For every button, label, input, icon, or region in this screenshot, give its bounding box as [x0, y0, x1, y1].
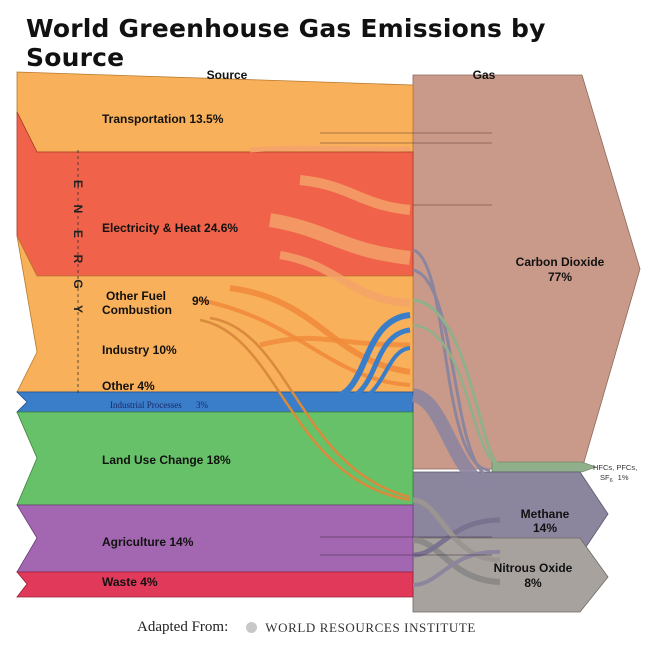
label-other: Other 4%: [102, 379, 155, 393]
label-hfcs-line1: HFCs, PFCs,: [593, 463, 637, 472]
adapted-from-text: Adapted From:: [137, 619, 229, 635]
energy-letter: Y: [71, 305, 85, 313]
label-nitrous-oxide-pct: 8%: [524, 576, 542, 590]
flow-line: [410, 388, 494, 497]
flow-line: [412, 537, 501, 585]
label-electricity: Electricity & Heat 24.6%: [102, 221, 238, 235]
wri-logo-icon: [246, 622, 258, 633]
label-other-fuel-pct: 9%: [192, 294, 210, 308]
gas-band-carbon-dioxide: [412, 74, 641, 470]
label-carbon-dioxide-pct: 77%: [548, 270, 572, 284]
energy-letter: G: [71, 279, 85, 288]
flow-line: [412, 323, 501, 467]
header-source: Source: [207, 68, 248, 82]
flow-line: [329, 312, 411, 401]
flow-lines: [199, 132, 501, 587]
gas-band-nitrous-oxide: [412, 537, 609, 613]
flow-line: [412, 298, 501, 468]
label-carbon-dioxide: Carbon Dioxide: [516, 255, 605, 269]
energy-letter: N: [71, 205, 85, 214]
label-methane-pct: 14%: [533, 521, 557, 535]
label-land-use: Land Use Change 18%: [102, 453, 231, 467]
energy-letter: E: [71, 230, 85, 238]
flow-line: [279, 251, 411, 307]
label-hfcs-line2: SF6 1%: [600, 473, 629, 484]
energy-group-label: E N E R G Y: [71, 180, 85, 313]
label-industrial-processes: Industrial Processes: [110, 400, 182, 410]
flow-line: [249, 145, 411, 153]
flow-line: [229, 285, 411, 375]
source-band-waste: [16, 571, 414, 598]
energy-letter: E: [71, 180, 85, 188]
gas-band-hfcs: [491, 461, 597, 473]
flow-line: [412, 549, 501, 587]
hfcs-sub: 6: [610, 478, 613, 484]
label-agriculture: Agriculture 14%: [102, 535, 194, 549]
source-band-agriculture: [16, 504, 414, 573]
diagram-title: World Greenhouse Gas Emissions by Source: [26, 14, 546, 72]
hfcs-pct: 1%: [618, 473, 629, 482]
attribution: Adapted From: WORLD RESOURCES INSTITUTE: [137, 619, 476, 636]
flow-line: [299, 175, 411, 215]
label-methane: Methane: [521, 507, 570, 521]
label-industry: Industry 10%: [102, 343, 177, 357]
wri-name: WORLD RESOURCES INSTITUTE: [265, 619, 476, 635]
flow-line: [412, 268, 496, 480]
flow-line: [412, 517, 501, 558]
label-waste: Waste 4%: [102, 575, 158, 589]
label-industrial-processes-pct: 3%: [196, 400, 209, 410]
flow-line: [349, 346, 411, 404]
label-other-fuel-line2: Combustion: [102, 303, 172, 317]
label-other-fuel-line1: Other Fuel: [106, 289, 166, 303]
flow-line: [412, 497, 501, 563]
flow-line: [339, 327, 411, 403]
label-transportation: Transportation 13.5%: [102, 112, 224, 126]
header-gas: Gas: [473, 68, 496, 82]
flow-line: [209, 316, 411, 499]
label-nitrous-oxide: Nitrous Oxide: [494, 561, 573, 575]
flow-line: [268, 213, 411, 265]
hfcs-sf: SF: [600, 473, 610, 482]
flow-line: [199, 318, 411, 502]
energy-letter: R: [71, 255, 85, 264]
